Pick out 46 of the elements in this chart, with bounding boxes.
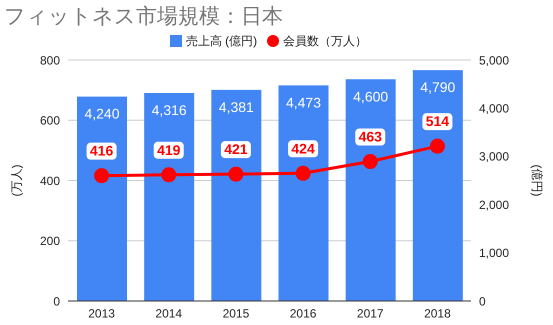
x-tick-label: 2018 — [424, 306, 452, 321]
data-label: 4,600 — [353, 88, 388, 104]
x-tick-label: 2015 — [222, 306, 250, 321]
y-axis-title: (万人) — [9, 164, 24, 196]
bar — [412, 70, 463, 301]
data-label: 4,316 — [152, 102, 187, 118]
y-tick-label: 800 — [40, 53, 60, 68]
data-label: 421 — [224, 141, 248, 158]
point — [296, 166, 311, 181]
data-label: 514 — [426, 113, 450, 130]
point — [430, 138, 445, 154]
y-tick-label: 0 — [53, 294, 60, 308]
x-tick-label: 2016 — [290, 306, 317, 321]
bar — [211, 90, 262, 301]
data-label: 4,240 — [84, 106, 120, 122]
legend-label: 売上高 (億円) — [186, 34, 258, 48]
data-label: 424 — [291, 140, 315, 156]
y-tick-label: 400 — [40, 174, 60, 188]
bar — [278, 85, 328, 301]
y2-tick-label: 4,000 — [479, 101, 510, 116]
x-tick-label: 2013 — [88, 306, 116, 321]
data-label: 4,473 — [286, 94, 322, 110]
y2-axis-title: (億円) — [530, 164, 544, 196]
data-label: 419 — [157, 142, 181, 158]
legend-label: 会員数（万人） — [283, 34, 368, 48]
x-tick-label: 2017 — [356, 306, 384, 321]
data-label: 416 — [90, 142, 114, 159]
bar — [144, 92, 194, 301]
bar — [346, 79, 396, 301]
y2-tick-label: 2,000 — [479, 198, 510, 212]
y-tick-label: 600 — [40, 114, 60, 128]
data-label: 4,790 — [420, 79, 456, 96]
y-tick-label: 200 — [40, 234, 60, 248]
chart-title: フィットネス市場規模：日本 — [4, 4, 283, 30]
data-label: 4,381 — [218, 98, 254, 115]
y2-tick-label: 0 — [479, 294, 486, 308]
bar — [77, 96, 127, 301]
y2-tick-label: 3,000 — [479, 150, 510, 164]
y2-tick-label: 1,000 — [479, 246, 510, 260]
point — [94, 168, 110, 184]
point — [362, 154, 378, 170]
x-tick-label: 2014 — [155, 306, 182, 321]
point — [228, 166, 244, 182]
y2-tick-label: 5,000 — [479, 53, 510, 68]
point — [161, 167, 176, 182]
data-label: 463 — [358, 128, 382, 145]
